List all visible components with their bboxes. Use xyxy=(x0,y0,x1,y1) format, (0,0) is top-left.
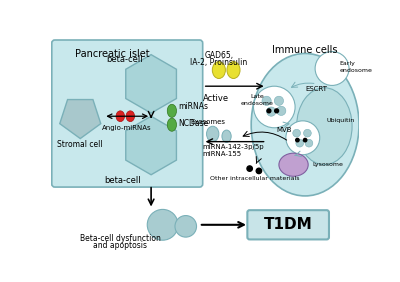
Text: T1DM: T1DM xyxy=(264,217,312,232)
Ellipse shape xyxy=(279,153,308,176)
Ellipse shape xyxy=(126,111,134,122)
Text: GAD65,: GAD65, xyxy=(204,51,234,60)
Text: beta-cell: beta-cell xyxy=(104,176,141,185)
Ellipse shape xyxy=(227,61,240,78)
Circle shape xyxy=(305,139,313,147)
Circle shape xyxy=(247,166,252,171)
Circle shape xyxy=(275,109,278,113)
Ellipse shape xyxy=(297,88,352,165)
Circle shape xyxy=(256,168,262,174)
Text: Lysosome: Lysosome xyxy=(313,162,344,167)
Text: endosome: endosome xyxy=(340,67,373,72)
Text: Angio-miRNAs: Angio-miRNAs xyxy=(102,125,151,131)
Text: IA-2, Proinsulin: IA-2, Proinsulin xyxy=(190,58,248,67)
Text: Beta-cell dysfunction: Beta-cell dysfunction xyxy=(80,234,161,243)
Ellipse shape xyxy=(251,54,359,196)
Circle shape xyxy=(304,138,307,142)
Circle shape xyxy=(267,109,271,113)
Circle shape xyxy=(267,107,276,116)
Text: ESCRT: ESCRT xyxy=(306,86,328,92)
Circle shape xyxy=(274,96,284,105)
Circle shape xyxy=(175,215,196,237)
Circle shape xyxy=(293,129,300,137)
Ellipse shape xyxy=(212,61,226,78)
Ellipse shape xyxy=(116,111,124,122)
Text: Active: Active xyxy=(203,94,229,103)
Text: Exosomes: Exosomes xyxy=(190,119,226,125)
Circle shape xyxy=(286,121,320,155)
Text: beta-cell: beta-cell xyxy=(106,55,142,64)
FancyBboxPatch shape xyxy=(52,40,203,187)
Text: miRNA-142-3p/5p: miRNA-142-3p/5p xyxy=(203,144,264,150)
Circle shape xyxy=(296,139,304,147)
Circle shape xyxy=(304,129,311,137)
Text: endosome: endosome xyxy=(241,101,274,106)
Text: Pancreatic islet: Pancreatic islet xyxy=(75,49,150,59)
Text: Ubiquitin: Ubiquitin xyxy=(327,118,355,123)
Ellipse shape xyxy=(167,104,176,117)
Circle shape xyxy=(254,86,295,128)
Text: miRNA-155: miRNA-155 xyxy=(203,151,242,157)
Ellipse shape xyxy=(222,130,231,142)
Ellipse shape xyxy=(206,126,219,142)
Circle shape xyxy=(147,210,178,240)
Circle shape xyxy=(277,106,286,115)
Polygon shape xyxy=(126,55,176,113)
FancyBboxPatch shape xyxy=(247,210,329,239)
Text: Stromal cell: Stromal cell xyxy=(58,140,103,149)
Text: miRNAs: miRNAs xyxy=(178,102,208,111)
Circle shape xyxy=(296,138,299,142)
Text: and apoptosis: and apoptosis xyxy=(93,241,147,250)
Text: Immune cells: Immune cells xyxy=(272,45,338,55)
Text: MVB: MVB xyxy=(276,127,292,133)
Text: NCDase: NCDase xyxy=(178,120,208,128)
Circle shape xyxy=(315,52,349,85)
Ellipse shape xyxy=(167,118,176,131)
Text: Other intracellular materials: Other intracellular materials xyxy=(210,176,300,181)
Text: Late: Late xyxy=(250,94,264,100)
Polygon shape xyxy=(126,116,176,175)
Circle shape xyxy=(262,96,271,105)
Text: Early: Early xyxy=(340,61,356,66)
Polygon shape xyxy=(60,100,101,138)
